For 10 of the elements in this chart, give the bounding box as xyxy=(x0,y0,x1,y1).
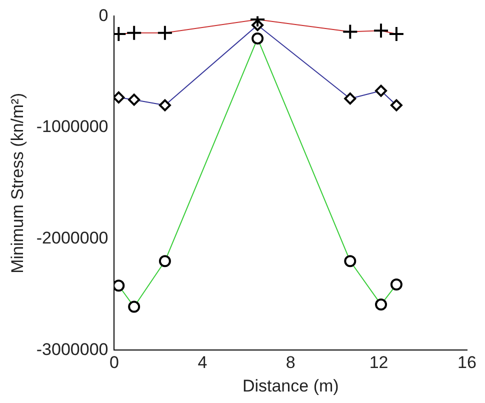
y-tick-label: -2000000 xyxy=(36,228,108,248)
x-tick-label: 16 xyxy=(458,353,476,372)
y-axis-title: Minimum Stress (kn/m²) xyxy=(8,92,27,274)
x-tick-label: 4 xyxy=(198,353,208,372)
x-axis-title: Distance (m) xyxy=(242,376,339,396)
y-tick-label: 0 xyxy=(98,6,108,25)
y-tick-label: -1000000 xyxy=(36,117,108,136)
x-tick-label: 8 xyxy=(286,353,296,372)
x-tick-label: 12 xyxy=(369,353,388,372)
y-tick-label: -3000000 xyxy=(36,340,108,359)
